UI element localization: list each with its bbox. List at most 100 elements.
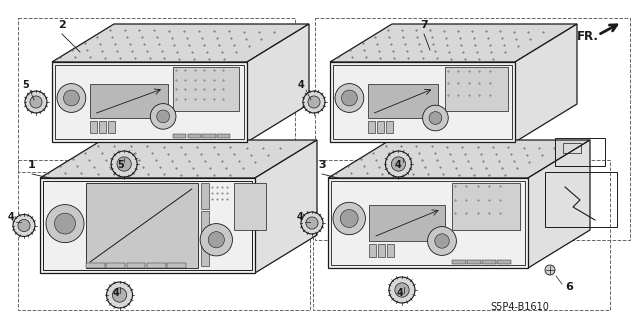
- Text: 4: 4: [298, 80, 305, 90]
- Polygon shape: [52, 62, 247, 142]
- Circle shape: [113, 288, 127, 302]
- Circle shape: [333, 202, 365, 235]
- Bar: [43, 181, 252, 270]
- Bar: [173, 134, 186, 138]
- Bar: [368, 84, 438, 118]
- Text: 6: 6: [565, 282, 573, 292]
- Bar: [445, 67, 508, 111]
- Bar: [217, 134, 230, 138]
- Bar: [386, 121, 393, 133]
- Polygon shape: [330, 62, 515, 142]
- Polygon shape: [40, 140, 317, 178]
- Bar: [201, 183, 209, 209]
- Text: 4: 4: [395, 160, 402, 170]
- Bar: [378, 244, 385, 257]
- Bar: [106, 263, 125, 268]
- Bar: [99, 121, 106, 133]
- Bar: [333, 65, 512, 139]
- Polygon shape: [40, 178, 255, 273]
- Bar: [482, 260, 496, 264]
- Polygon shape: [330, 24, 577, 62]
- Text: 2: 2: [58, 20, 66, 30]
- Polygon shape: [247, 24, 309, 142]
- Bar: [55, 65, 244, 139]
- Bar: [234, 183, 266, 230]
- Bar: [452, 183, 520, 230]
- Circle shape: [391, 157, 406, 171]
- Text: 5: 5: [22, 80, 29, 90]
- Circle shape: [385, 151, 412, 177]
- Bar: [369, 205, 445, 241]
- Bar: [497, 260, 511, 264]
- Circle shape: [301, 212, 323, 234]
- Bar: [369, 244, 376, 257]
- Circle shape: [306, 217, 318, 229]
- Bar: [173, 67, 239, 111]
- Text: 4: 4: [297, 212, 304, 222]
- Bar: [555, 138, 605, 166]
- Circle shape: [54, 213, 76, 234]
- Bar: [201, 211, 209, 238]
- Text: 5: 5: [117, 160, 124, 170]
- Bar: [387, 244, 394, 257]
- Circle shape: [157, 110, 170, 123]
- Circle shape: [150, 104, 176, 129]
- Polygon shape: [255, 140, 317, 273]
- Text: 7: 7: [420, 20, 428, 30]
- Circle shape: [25, 91, 47, 113]
- Bar: [127, 263, 145, 268]
- Polygon shape: [528, 140, 590, 268]
- Bar: [331, 181, 525, 265]
- Bar: [86, 183, 198, 268]
- Bar: [368, 121, 375, 133]
- Polygon shape: [328, 178, 528, 268]
- Text: 4: 4: [397, 288, 404, 298]
- Circle shape: [340, 210, 358, 228]
- Circle shape: [308, 96, 320, 108]
- Circle shape: [117, 157, 131, 171]
- Bar: [563, 143, 581, 153]
- Circle shape: [111, 151, 137, 177]
- Circle shape: [395, 283, 409, 297]
- Bar: [545, 172, 617, 227]
- Bar: [86, 263, 104, 268]
- Circle shape: [30, 96, 42, 108]
- Text: S5P4-B1610: S5P4-B1610: [490, 302, 549, 312]
- Circle shape: [429, 112, 442, 124]
- Circle shape: [208, 232, 225, 248]
- Bar: [167, 263, 186, 268]
- Text: 4: 4: [8, 212, 15, 222]
- Polygon shape: [515, 24, 577, 142]
- Circle shape: [63, 90, 79, 106]
- Bar: [90, 121, 97, 133]
- Circle shape: [57, 84, 86, 112]
- Polygon shape: [52, 24, 309, 62]
- Bar: [90, 84, 168, 118]
- Bar: [188, 134, 201, 138]
- Bar: [467, 260, 481, 264]
- Circle shape: [545, 265, 555, 275]
- Circle shape: [342, 90, 357, 106]
- Circle shape: [46, 204, 84, 243]
- Bar: [452, 260, 466, 264]
- Bar: [201, 240, 209, 266]
- Circle shape: [422, 105, 448, 131]
- Text: 1: 1: [28, 160, 36, 170]
- Circle shape: [200, 224, 232, 256]
- Circle shape: [389, 277, 415, 303]
- Circle shape: [106, 282, 132, 308]
- Text: FR.: FR.: [577, 30, 599, 43]
- Circle shape: [303, 91, 325, 113]
- Circle shape: [18, 220, 30, 232]
- Text: 4: 4: [113, 288, 120, 298]
- Circle shape: [335, 84, 364, 112]
- Bar: [377, 121, 384, 133]
- Text: 3: 3: [318, 160, 326, 170]
- Bar: [202, 134, 216, 138]
- Circle shape: [428, 227, 456, 255]
- Bar: [147, 263, 166, 268]
- Circle shape: [435, 234, 449, 248]
- Polygon shape: [328, 140, 590, 178]
- Circle shape: [13, 214, 35, 236]
- Bar: [108, 121, 115, 133]
